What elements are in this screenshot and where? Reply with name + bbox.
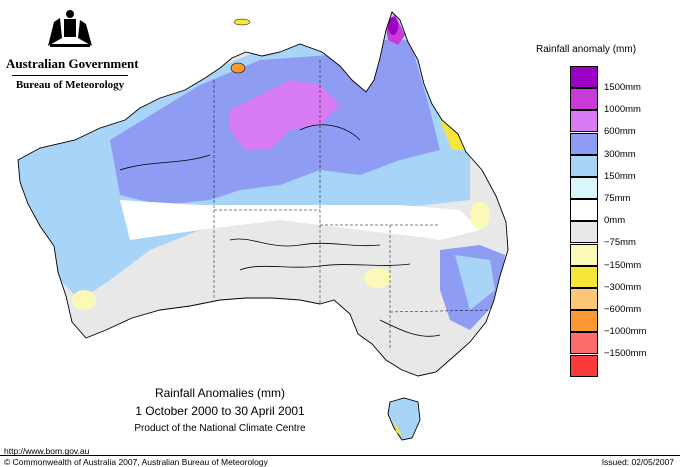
legend-title: Rainfall anomaly (mm) xyxy=(536,44,637,55)
coat-of-arms-icon xyxy=(48,10,92,47)
legend-label: 1500mm xyxy=(604,82,641,93)
legend-label: −75mm xyxy=(604,237,636,249)
legend-swatch xyxy=(570,354,598,377)
tasmania xyxy=(387,397,421,441)
australia-mainland xyxy=(17,11,509,377)
legend-label: −300mm xyxy=(604,281,642,293)
legend-swatch xyxy=(570,221,598,244)
legend-swatch xyxy=(570,132,598,155)
legend-label: 1000mm xyxy=(604,104,641,116)
government-header: Australian Government Bureau of Meteorol… xyxy=(6,8,139,91)
map-caption: Rainfall Anomalies (mm) 1 October 2000 t… xyxy=(120,386,320,434)
legend-swatch xyxy=(570,332,598,355)
legend-swatch xyxy=(570,288,598,310)
legend-swatch xyxy=(570,265,598,288)
copyright-text: © Commonwealth of Australia 2007, Austra… xyxy=(4,457,268,467)
legend-label: 75mm xyxy=(604,193,631,204)
legend-swatch xyxy=(570,199,598,222)
bureau-name: Bureau of Meteorology xyxy=(15,79,125,91)
legend-swatch xyxy=(570,243,598,266)
footer-divider xyxy=(0,455,680,456)
legend-label: −600mm xyxy=(604,304,642,315)
caption-product: Product of the National Climate Centre xyxy=(134,423,306,434)
legend-label: −1000mm xyxy=(604,326,647,338)
issued-date: Issued: 02/05/2007 xyxy=(601,457,674,467)
legend-label: 0mm xyxy=(604,215,626,227)
legend-swatch xyxy=(570,310,598,333)
legend-label: 600mm xyxy=(604,126,636,138)
legend-swatch xyxy=(570,110,598,133)
legend-label: 150mm xyxy=(604,170,636,182)
anomaly-region-1500 xyxy=(388,17,398,35)
website-url[interactable]: http://www.bom.gov.au xyxy=(4,446,90,456)
island xyxy=(230,62,246,74)
island xyxy=(233,18,251,26)
legend-label: −150mm xyxy=(604,259,642,271)
header-divider xyxy=(12,75,128,76)
legend-label: 300mm xyxy=(604,148,636,160)
caption-title: Rainfall Anomalies (mm) xyxy=(154,386,286,400)
legend-swatch xyxy=(570,88,598,111)
legend-label: −1500mm xyxy=(604,348,647,360)
anomaly-region-600 xyxy=(230,80,340,150)
legend-swatch xyxy=(570,177,598,199)
legend-swatch xyxy=(570,66,598,88)
legend-swatch xyxy=(570,154,598,177)
government-name: Australian Government xyxy=(6,56,139,71)
caption-period: 1 October 2000 to 30 April 2001 xyxy=(135,404,305,418)
